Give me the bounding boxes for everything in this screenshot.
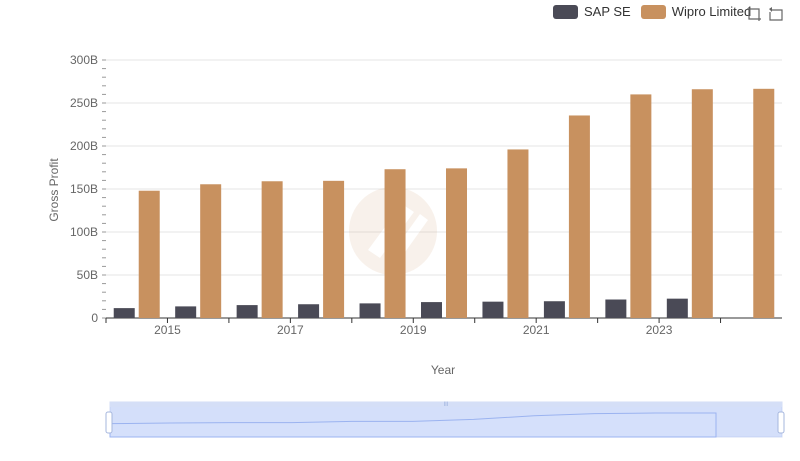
y-tick-label: 50B (77, 268, 98, 282)
y-tick-label: 0 (91, 311, 98, 325)
bar-sap-se-2017[interactable] (298, 304, 320, 318)
bar-wipro-limited-2024[interactable] (753, 88, 775, 318)
legend-item-sap-se[interactable]: SAP SE (553, 4, 631, 19)
y-tick-label: 100B (70, 225, 98, 239)
legend-swatch-sap-se (553, 4, 578, 19)
data-zoom-handle-right[interactable] (777, 411, 785, 434)
y-tick-label: 200B (70, 139, 98, 153)
restore-icon[interactable] (768, 6, 784, 22)
x-tick-label: 2017 (277, 323, 304, 337)
y-tick-label: 300B (70, 53, 98, 67)
data-zoom-top-bar[interactable] (110, 402, 782, 407)
data-zoom-preview-area (109, 412, 717, 438)
data-zoom-slider[interactable]: III (105, 401, 785, 438)
bar-wipro-limited-2022[interactable] (630, 94, 652, 319)
bar-wipro-limited-2023[interactable] (691, 89, 713, 319)
zoom-icon[interactable] (746, 6, 762, 22)
bar-sap-se-2022[interactable] (605, 299, 627, 318)
bars-group (113, 88, 775, 319)
y-tick-label: 150B (70, 182, 98, 196)
y-tick-label: 250B (70, 96, 98, 110)
bar-sap-se-2016[interactable] (236, 305, 258, 318)
x-tick-label: 2021 (523, 323, 550, 337)
legend-label-sap-se: SAP SE (584, 4, 631, 19)
x-tick-label: 2019 (400, 323, 427, 337)
x-axis: 2015 2017 2019 2021 2023 (105, 317, 782, 337)
legend-label-wipro-limited: Wipro Limited (671, 4, 752, 19)
bar-sap-se-2021[interactable] (543, 301, 565, 318)
bar-sap-se-2023[interactable] (666, 298, 688, 318)
bar-wipro-limited-2020[interactable] (507, 149, 529, 318)
x-tick-label: 2015 (154, 323, 181, 337)
data-zoom-grip-icon[interactable]: III (443, 402, 448, 408)
data-zoom-handle-left[interactable] (105, 411, 113, 434)
legend-swatch-wipro-limited (640, 4, 666, 19)
x-axis-title: Year (431, 363, 455, 377)
bar-sap-se-2018[interactable] (359, 303, 381, 318)
bar-wipro-limited-2014[interactable] (138, 190, 160, 318)
y-axis-title: Gross Profit (47, 158, 61, 222)
x-tick-label: 2023 (646, 323, 673, 337)
bar-wipro-limited-2021[interactable] (568, 115, 590, 318)
bar-sap-se-2019[interactable] (421, 302, 442, 318)
toolbox (746, 6, 790, 22)
bar-wipro-limited-2015[interactable] (200, 184, 222, 318)
bar-sap-se-2014[interactable] (113, 308, 135, 318)
bar-wipro-limited-2019[interactable] (446, 168, 467, 318)
y-axis: 0 50B 100B 150B 200B 250B 300B (70, 53, 106, 325)
legend: SAP SE Wipro Limited (553, 4, 761, 19)
bar-wipro-limited-2018[interactable] (384, 169, 406, 318)
bar-wipro-limited-2016[interactable] (261, 181, 283, 318)
bar-sap-se-2020[interactable] (482, 301, 504, 318)
legend-item-wipro-limited[interactable]: Wipro Limited (640, 4, 752, 19)
bar-sap-se-2015[interactable] (175, 306, 197, 318)
bar-wipro-limited-2017[interactable] (323, 180, 345, 318)
